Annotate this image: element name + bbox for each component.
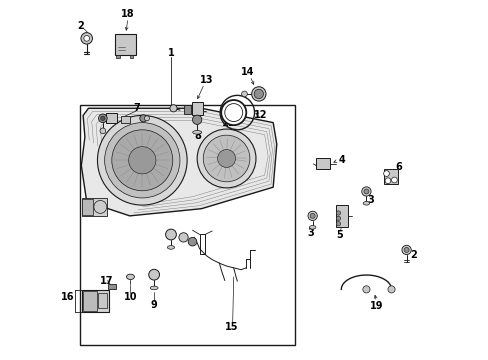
Bar [335, 205, 348, 226]
Circle shape [94, 201, 106, 213]
Text: 16: 16 [61, 292, 74, 302]
Bar [129, 55, 133, 58]
Circle shape [387, 286, 394, 293]
Circle shape [165, 229, 176, 240]
Bar [121, 116, 129, 123]
Circle shape [224, 104, 242, 122]
Circle shape [169, 105, 177, 112]
Bar [106, 113, 117, 123]
Circle shape [104, 123, 180, 198]
Bar [98, 293, 107, 309]
Text: 6: 6 [394, 162, 401, 172]
Circle shape [384, 178, 390, 184]
Circle shape [188, 237, 196, 246]
Bar [82, 199, 93, 215]
Circle shape [99, 114, 107, 123]
Text: 7: 7 [133, 103, 140, 113]
Ellipse shape [309, 226, 315, 229]
Polygon shape [81, 108, 276, 216]
Circle shape [101, 116, 105, 121]
Text: 9: 9 [150, 300, 157, 310]
Bar [115, 34, 136, 55]
Text: 5: 5 [335, 230, 342, 239]
Text: 3: 3 [366, 195, 373, 206]
Bar [383, 169, 397, 184]
Ellipse shape [167, 246, 174, 249]
Bar [183, 105, 191, 114]
Text: 2: 2 [77, 21, 83, 31]
Circle shape [403, 247, 408, 252]
Bar [116, 55, 120, 58]
Circle shape [221, 100, 246, 125]
Circle shape [336, 222, 340, 226]
Bar [83, 291, 97, 311]
Circle shape [241, 91, 247, 97]
Text: 2: 2 [409, 250, 416, 260]
Circle shape [148, 269, 159, 280]
Text: 3: 3 [307, 228, 314, 238]
Circle shape [401, 245, 410, 255]
Text: 17: 17 [100, 276, 113, 286]
Circle shape [307, 211, 317, 221]
Circle shape [192, 115, 202, 125]
Circle shape [197, 129, 255, 188]
Bar [191, 102, 202, 116]
Circle shape [363, 189, 368, 194]
Circle shape [100, 128, 105, 134]
Circle shape [391, 177, 396, 183]
Circle shape [217, 149, 235, 167]
Text: 1: 1 [167, 48, 174, 58]
Circle shape [179, 233, 188, 242]
Text: 19: 19 [370, 301, 383, 311]
Circle shape [251, 87, 265, 101]
Circle shape [83, 36, 89, 41]
Circle shape [144, 116, 149, 121]
Bar [107, 284, 116, 289]
Ellipse shape [363, 202, 369, 205]
Bar [316, 158, 329, 168]
Circle shape [140, 115, 147, 122]
Text: 18: 18 [121, 9, 135, 19]
Circle shape [336, 216, 340, 221]
Circle shape [254, 89, 263, 99]
Circle shape [97, 116, 187, 205]
Text: 15: 15 [225, 322, 238, 332]
Text: 8: 8 [194, 131, 201, 141]
Text: 14: 14 [241, 67, 254, 77]
Circle shape [383, 171, 388, 176]
Circle shape [362, 286, 369, 293]
Circle shape [336, 211, 340, 215]
Text: 13: 13 [200, 75, 213, 85]
Text: 4: 4 [338, 155, 345, 165]
Circle shape [309, 213, 314, 219]
Text: 11: 11 [221, 118, 235, 128]
Ellipse shape [150, 286, 158, 290]
Text: 12: 12 [253, 110, 267, 120]
Text: 10: 10 [123, 292, 137, 302]
Circle shape [128, 147, 156, 174]
Circle shape [81, 33, 92, 44]
Bar [199, 234, 204, 253]
Bar [80, 105, 294, 345]
Bar [81, 198, 106, 216]
Ellipse shape [126, 274, 134, 279]
Bar [82, 290, 109, 312]
Circle shape [203, 135, 249, 182]
Circle shape [361, 187, 370, 196]
Ellipse shape [192, 131, 201, 134]
Circle shape [112, 130, 172, 191]
